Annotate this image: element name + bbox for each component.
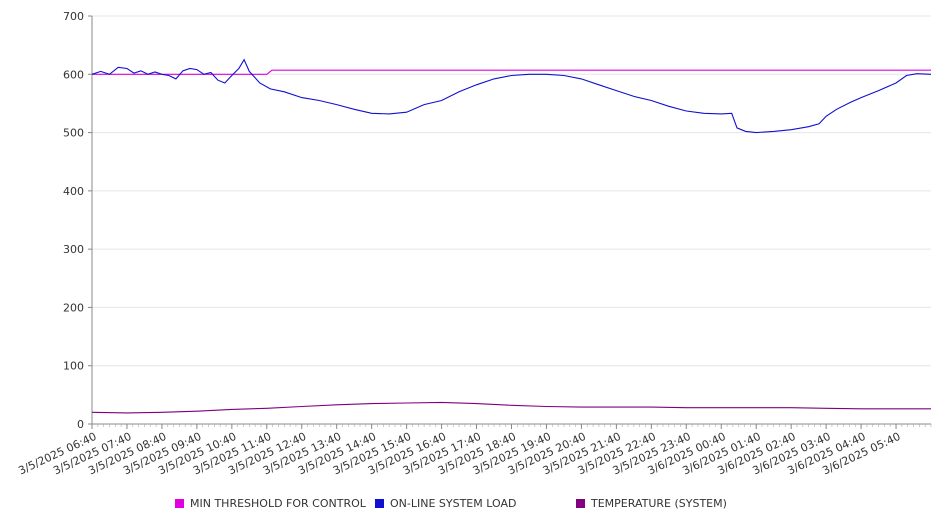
chart-legend: MIN THRESHOLD FOR CONTROL ON-LINE SYSTEM … <box>0 497 946 517</box>
legend-label: TEMPERATURE (SYSTEM) <box>591 497 727 510</box>
legend-item: MIN THRESHOLD FOR CONTROL <box>175 497 366 510</box>
legend-item: TEMPERATURE (SYSTEM) <box>576 497 727 510</box>
legend-swatch <box>375 499 384 508</box>
legend-label: ON-LINE SYSTEM LOAD <box>390 497 517 510</box>
y-tick-label: 600 <box>63 68 84 81</box>
y-tick-label: 300 <box>63 243 84 256</box>
legend-item: ON-LINE SYSTEM LOAD <box>375 497 516 510</box>
y-tick-label: 400 <box>63 185 84 198</box>
y-tick-label: 200 <box>63 301 84 314</box>
series-line-1 <box>91 58 932 134</box>
y-tick-label: 100 <box>63 360 84 373</box>
legend-swatch <box>175 499 184 508</box>
y-tick-label: 700 <box>63 10 84 23</box>
y-tick-label: 0 <box>77 418 84 431</box>
series-line-2 <box>91 401 931 414</box>
series-line-0 <box>92 69 931 75</box>
legend-swatch <box>576 499 585 508</box>
legend-label: MIN THRESHOLD FOR CONTROL <box>190 497 366 510</box>
y-tick-label: 500 <box>63 127 84 140</box>
